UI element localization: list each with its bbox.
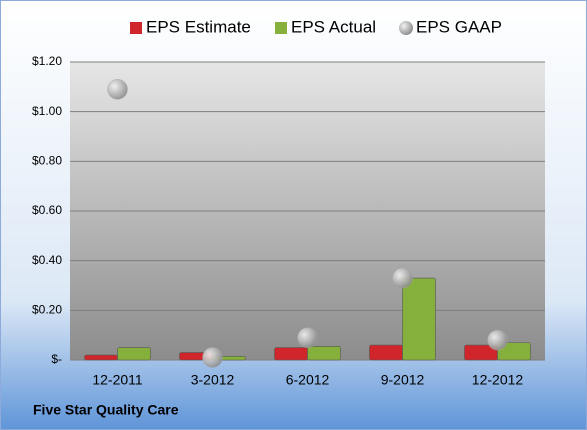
y-tick-label: $- <box>51 352 62 366</box>
legend-label: EPS Actual <box>291 17 376 36</box>
bar <box>369 344 403 361</box>
y-tick-label: $1.00 <box>32 104 62 118</box>
legend-marker <box>399 21 413 35</box>
bar <box>497 342 531 361</box>
bar <box>117 347 151 361</box>
x-tick-label: 3-2012 <box>191 372 235 388</box>
point <box>392 267 413 289</box>
legend-label: EPS Estimate <box>146 17 251 36</box>
bar <box>307 346 341 361</box>
x-tick-label: 12-2011 <box>92 372 143 388</box>
y-tick-label: $0.20 <box>32 303 62 317</box>
x-tick-label: 6-2012 <box>286 372 330 388</box>
point <box>107 79 128 100</box>
legend-label: EPS GAAP <box>416 17 502 36</box>
point <box>487 329 508 351</box>
point <box>202 347 223 368</box>
y-tick-label: $0.60 <box>32 203 62 217</box>
y-tick-label: $1.20 <box>32 54 62 68</box>
x-tick-label: 9-2012 <box>381 372 425 388</box>
bar <box>402 277 436 361</box>
x-tick-label: 12-2012 <box>472 372 524 388</box>
legend-marker <box>130 22 142 34</box>
point <box>297 327 318 348</box>
y-tick-label: $0.40 <box>32 253 62 267</box>
y-tick-label: $0.80 <box>32 154 62 168</box>
legend-marker <box>275 22 287 34</box>
bar <box>84 354 118 361</box>
caption: Five Star Quality Care <box>33 402 179 418</box>
bar <box>274 347 308 361</box>
